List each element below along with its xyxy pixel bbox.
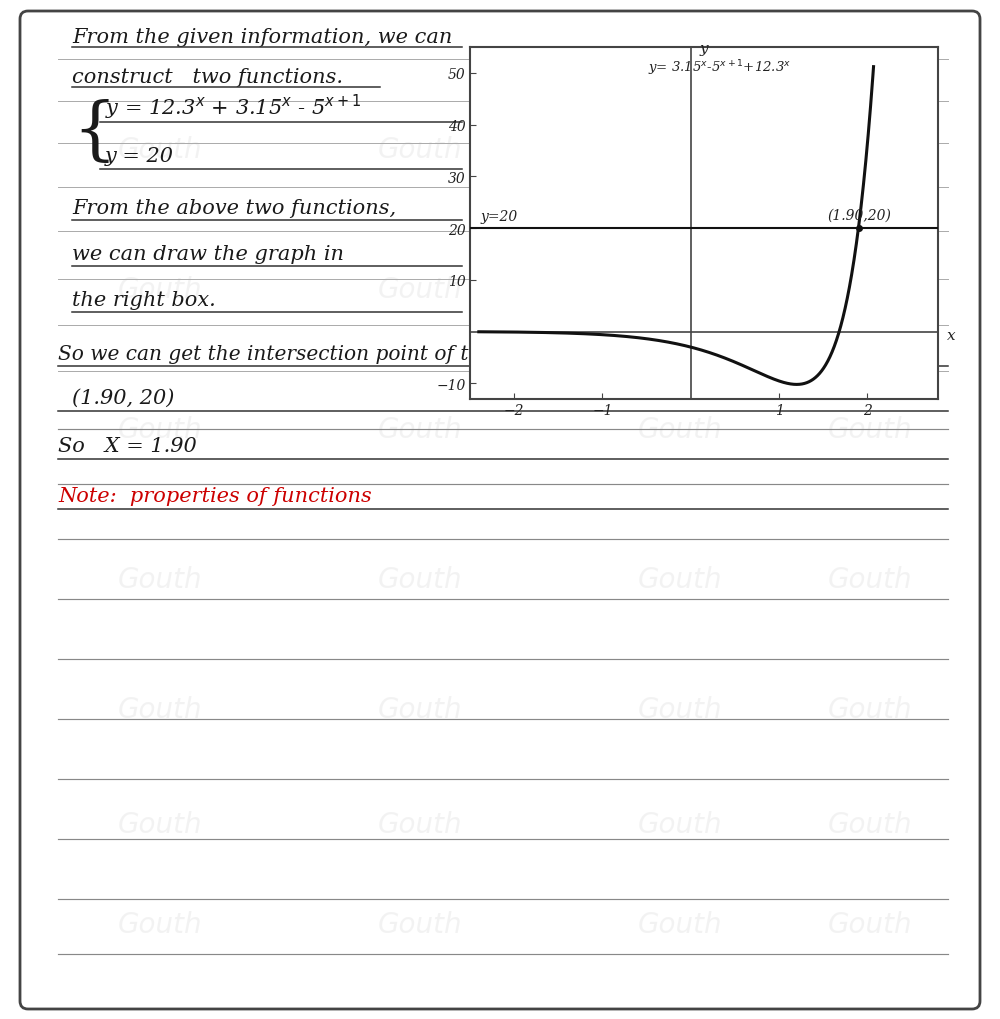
Text: Gouth: Gouth — [828, 910, 912, 938]
Text: Gouth: Gouth — [638, 910, 722, 938]
Text: {: { — [72, 100, 116, 166]
Text: Gouth: Gouth — [118, 695, 202, 723]
Text: Gouth: Gouth — [118, 416, 202, 443]
Text: we can draw the graph in: we can draw the graph in — [72, 245, 344, 264]
Text: x: x — [947, 329, 955, 343]
Text: Gouth: Gouth — [828, 810, 912, 839]
Text: Gouth: Gouth — [638, 810, 722, 839]
FancyBboxPatch shape — [20, 12, 980, 1009]
Text: Gouth: Gouth — [378, 566, 462, 593]
Text: Gouth: Gouth — [118, 136, 202, 164]
Text: Gouth: Gouth — [638, 276, 722, 304]
Text: Gouth: Gouth — [378, 695, 462, 723]
Text: Gouth: Gouth — [638, 695, 722, 723]
Text: Note:  properties of functions: Note: properties of functions — [58, 486, 372, 505]
Text: Gouth: Gouth — [378, 136, 462, 164]
Text: So we can get the intersection point of the two functions :: So we can get the intersection point of … — [58, 344, 652, 364]
Text: the right box.: the right box. — [72, 290, 216, 310]
Text: Gouth: Gouth — [118, 910, 202, 938]
Text: y= 3.15$^x$-5$^{x+1}$+12.3$^x$: y= 3.15$^x$-5$^{x+1}$+12.3$^x$ — [648, 58, 791, 78]
Text: Gouth: Gouth — [378, 276, 462, 304]
Text: Gouth: Gouth — [828, 695, 912, 723]
Text: So   X = 1.90: So X = 1.90 — [58, 436, 197, 455]
Text: Gouth: Gouth — [378, 910, 462, 938]
Text: Gouth: Gouth — [828, 136, 912, 164]
Text: Gouth: Gouth — [118, 566, 202, 593]
Text: Gouth: Gouth — [378, 810, 462, 839]
Text: y=20: y=20 — [481, 210, 518, 224]
Text: y = 20: y = 20 — [105, 147, 174, 166]
Text: y: y — [700, 42, 708, 56]
Text: Gouth: Gouth — [118, 276, 202, 304]
Text: Gouth: Gouth — [638, 136, 722, 164]
Text: Gouth: Gouth — [828, 566, 912, 593]
Text: Gouth: Gouth — [378, 416, 462, 443]
Text: From the above two functions,: From the above two functions, — [72, 199, 396, 218]
Text: Gouth: Gouth — [828, 276, 912, 304]
Text: y = 12.3$^x$ + 3.15$^x$ - 5$^{x+1}$: y = 12.3$^x$ + 3.15$^x$ - 5$^{x+1}$ — [105, 93, 361, 121]
Text: construct   two functions.: construct two functions. — [72, 68, 343, 87]
Text: (1.90,20): (1.90,20) — [828, 209, 891, 222]
Text: Gouth: Gouth — [638, 566, 722, 593]
Text: Gouth: Gouth — [638, 416, 722, 443]
Text: From the given information, we can: From the given information, we can — [72, 28, 452, 47]
Text: Gouth: Gouth — [828, 416, 912, 443]
Text: Gouth: Gouth — [118, 810, 202, 839]
Text: (1.90, 20): (1.90, 20) — [72, 388, 174, 408]
